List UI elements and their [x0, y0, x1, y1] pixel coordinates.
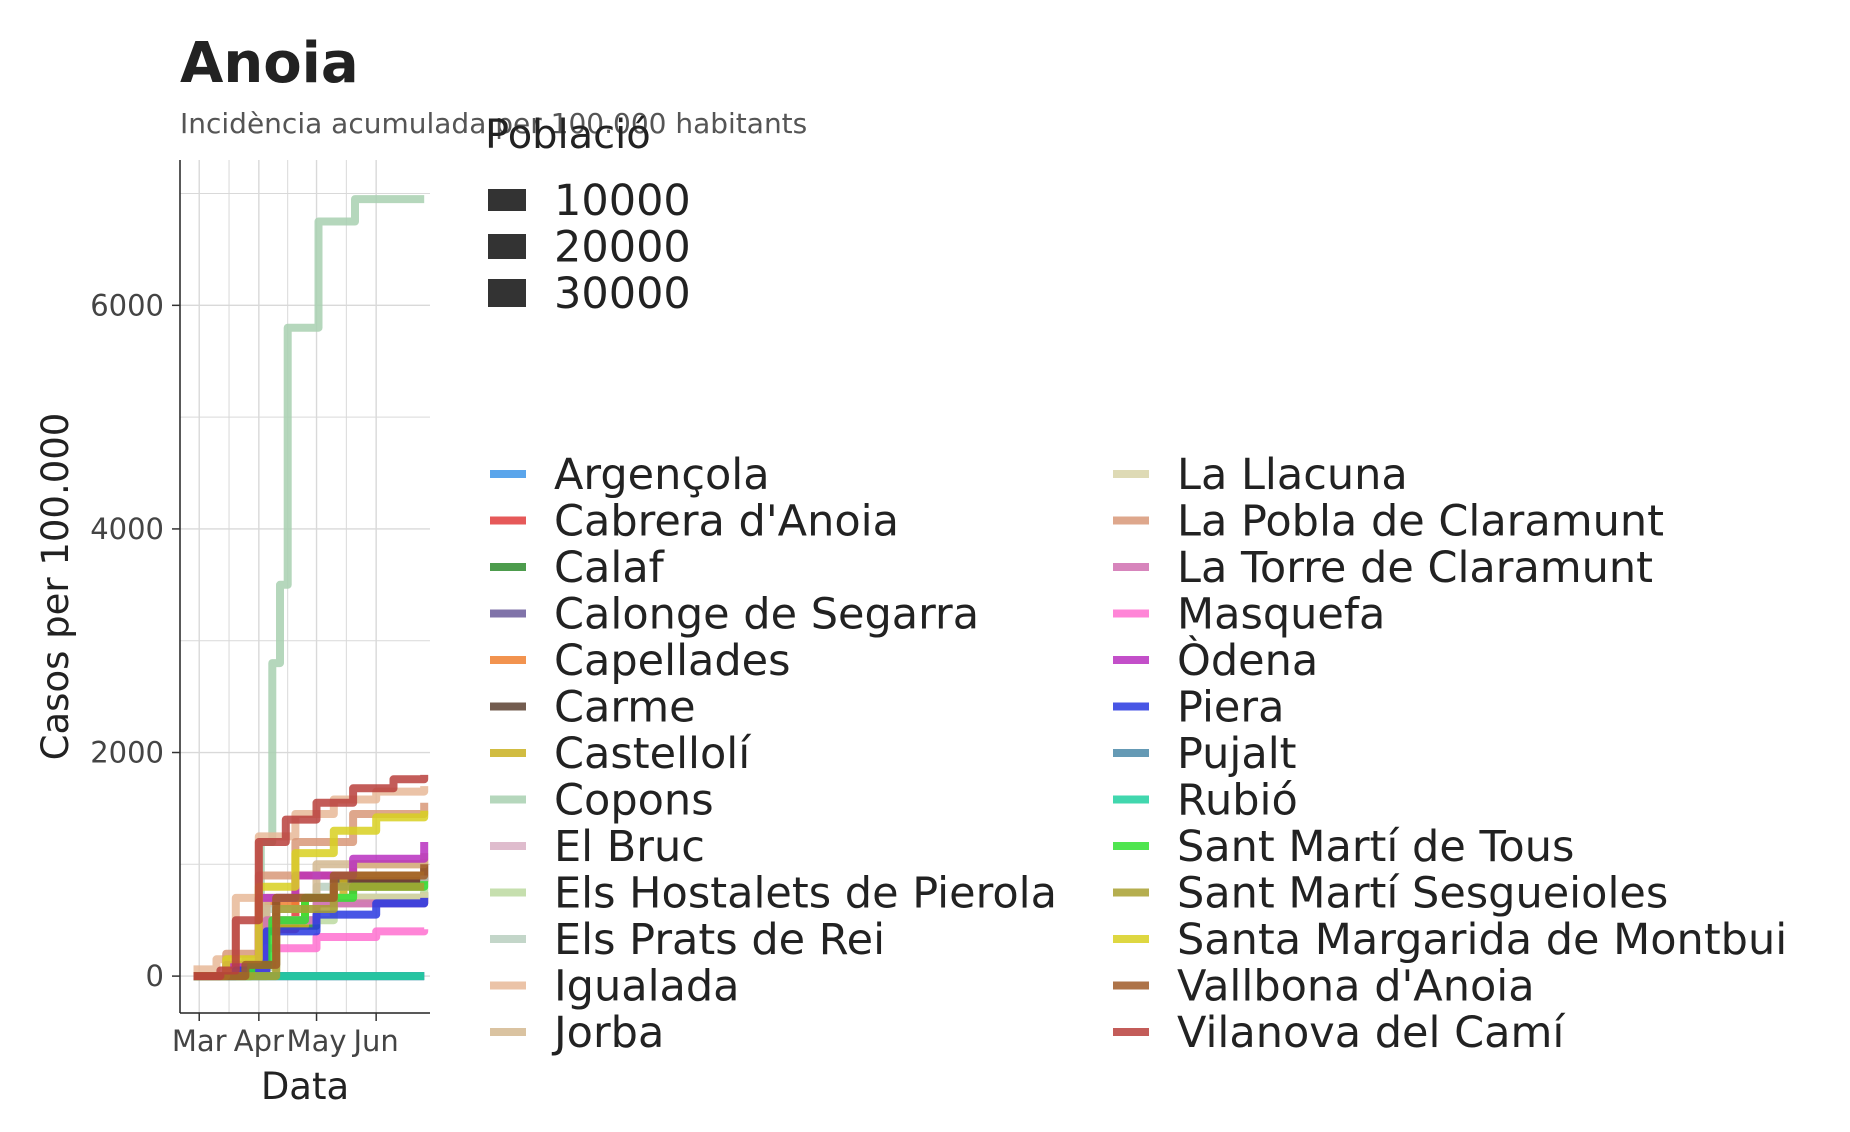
plot-area [180, 160, 430, 1013]
legend-label: Vallbona d'Anoia [1177, 962, 1535, 1012]
legend-label: La Pobla de Claramunt [1177, 497, 1664, 547]
legend-label: Santa Margarida de Montbui [1177, 915, 1787, 965]
y-axis-title: Casos per 100.000 [34, 413, 77, 761]
series-line-26 [193, 774, 429, 981]
legend-label: Piera [1177, 683, 1284, 733]
legend-label: Igualada [554, 962, 740, 1012]
x-tick-label: Jun [351, 1024, 398, 1058]
x-tick-label: Apr [234, 1024, 284, 1058]
legend-label: Vilanova del Camí [1177, 1008, 1566, 1058]
x-tick-label: Mar [172, 1024, 227, 1058]
x-axis-title: Data [261, 1065, 349, 1108]
size-legend-title: Població [485, 112, 651, 158]
tick-labels: 0 2000 4000 6000 Mar Apr May Jun [90, 288, 399, 1058]
legend-label: Sant Martí Sesgueioles [1177, 869, 1668, 919]
size-legend-key [488, 279, 526, 307]
legend-label: Cabrera d'Anoia [554, 497, 899, 547]
chart-subtitle: Incidència acumulada per 100.000 habitan… [180, 107, 807, 140]
y-tick-label: 6000 [90, 288, 164, 322]
legend-label: Sant Martí de Tous [1177, 822, 1574, 872]
legend-label: Masquefa [1177, 590, 1385, 640]
legend-label: Rubió [1177, 776, 1298, 826]
series-line-25 [193, 864, 429, 981]
legend-label: Jorba [551, 1008, 664, 1058]
legend-label: Castellolí [554, 729, 752, 779]
size-legend-key [488, 234, 526, 259]
legend-label: Els Prats de Rei [554, 915, 885, 965]
series-lines [193, 195, 429, 981]
size-legend-label: 30000 [554, 269, 691, 319]
legend-label: Copons [554, 776, 714, 826]
y-tick-label: 4000 [90, 512, 164, 546]
legend-label: Calaf [554, 543, 665, 593]
legend-label: Pujalt [1177, 729, 1297, 779]
legend-label: Capellades [554, 636, 791, 686]
legend-label: La Torre de Claramunt [1177, 543, 1653, 593]
size-legend-label: 20000 [554, 223, 691, 273]
size-legend-key [488, 189, 526, 211]
legend-label: Carme [554, 683, 696, 733]
legend-label: El Bruc [554, 822, 705, 872]
legend-label: Argençola [554, 450, 770, 500]
axes [179, 160, 430, 1014]
x-tick-label: May [287, 1024, 347, 1058]
chart-title: Anoia [180, 31, 359, 96]
y-tick-label: 2000 [90, 736, 164, 770]
y-tick-label: 0 [146, 959, 164, 993]
legend-label: Calonge de Segarra [554, 590, 979, 640]
legend-label: Òdena [1177, 635, 1318, 686]
series-line-24 [193, 810, 429, 981]
legend-label: La Llacuna [1177, 450, 1408, 500]
legend-label: Els Hostalets de Pierola [554, 869, 1057, 919]
size-legend-label: 10000 [554, 176, 691, 226]
